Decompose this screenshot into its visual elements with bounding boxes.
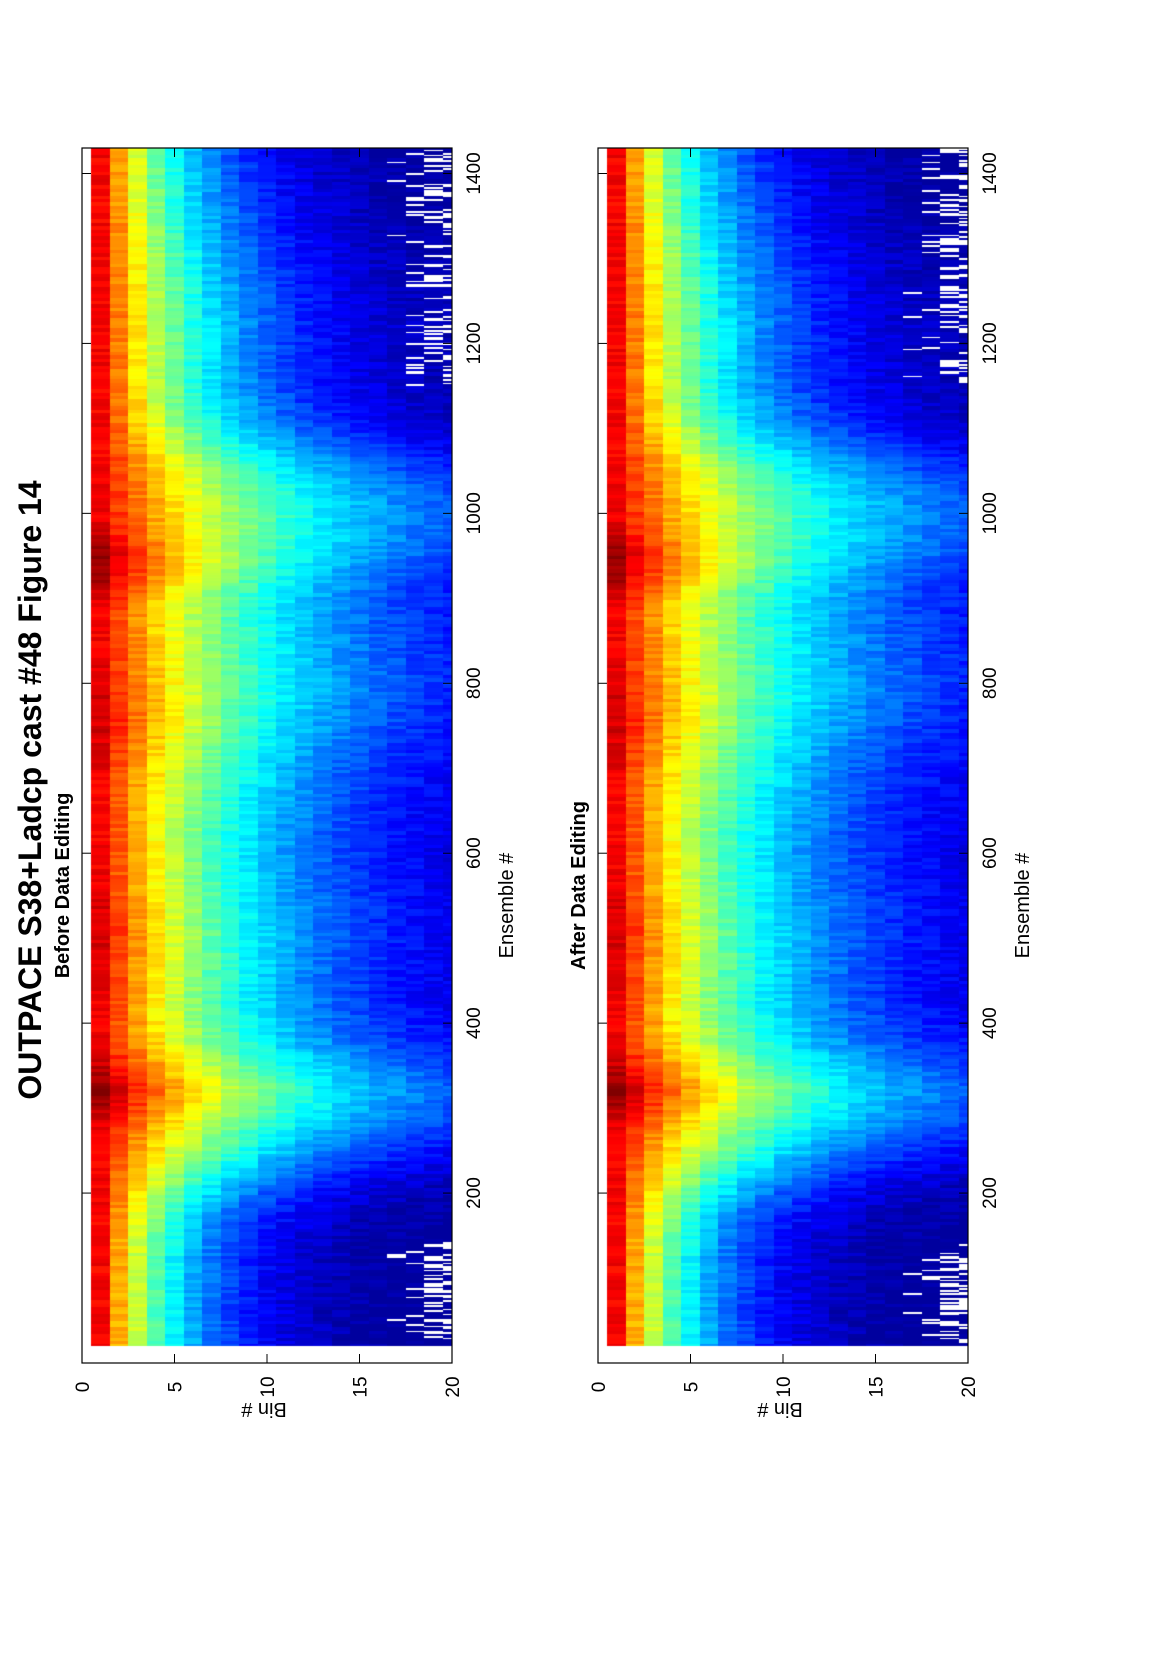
x-tick-label: 400 bbox=[464, 1007, 485, 1039]
x-tick-label: 1000 bbox=[464, 492, 485, 534]
y-tick-label: 5 bbox=[166, 1382, 187, 1393]
x-tick-label: 600 bbox=[464, 837, 485, 869]
y-tick-label: 0 bbox=[589, 1382, 610, 1393]
panel-title: Before Data Editing bbox=[52, 793, 74, 979]
x-axis-label: Ensemble # bbox=[496, 852, 518, 958]
y-tick-label: 15 bbox=[867, 1376, 888, 1397]
x-tick-label: 1400 bbox=[464, 152, 485, 194]
y-axis-label: Bin # bbox=[756, 1398, 802, 1420]
x-axis-label: Ensemble # bbox=[1012, 852, 1034, 958]
x-tick-label: 200 bbox=[464, 1177, 485, 1209]
y-tick-label: 10 bbox=[258, 1376, 279, 1397]
x-tick-label: 1000 bbox=[980, 492, 1001, 534]
y-tick-label: 20 bbox=[443, 1376, 464, 1397]
y-tick-label: 15 bbox=[351, 1376, 372, 1397]
y-tick-label: 0 bbox=[73, 1382, 94, 1393]
heatmap-image bbox=[82, 148, 452, 1363]
y-tick-label: 5 bbox=[682, 1382, 703, 1393]
heatmap-image bbox=[598, 148, 968, 1363]
x-tick-label: 1400 bbox=[980, 152, 1001, 194]
y-tick-label: 20 bbox=[959, 1376, 980, 1397]
panel-title: After Data Editing bbox=[568, 801, 590, 970]
panel-1: 200 400 600 800 1000 1200 1400 0 5 10 15 20 Before D… bbox=[52, 147, 518, 1420]
x-tick-label: 1200 bbox=[464, 322, 485, 364]
x-tick-label: 200 bbox=[980, 1177, 1001, 1209]
y-tick-label: 10 bbox=[774, 1376, 795, 1397]
y-axis-label: Bin # bbox=[240, 1398, 286, 1420]
panel-2: 200 400 600 800 1000 1200 1400 0 5 10 15 20 After Da… bbox=[568, 147, 1034, 1420]
x-tick-label: 600 bbox=[980, 837, 1001, 869]
x-tick-label: 800 bbox=[464, 667, 485, 699]
x-tick-label: 800 bbox=[980, 667, 1001, 699]
x-tick-label: 400 bbox=[980, 1007, 1001, 1039]
x-tick-label: 1200 bbox=[980, 322, 1001, 364]
figure-title: OUTPACE S38+Ladcp cast #48 Figure 14 bbox=[12, 480, 48, 1099]
